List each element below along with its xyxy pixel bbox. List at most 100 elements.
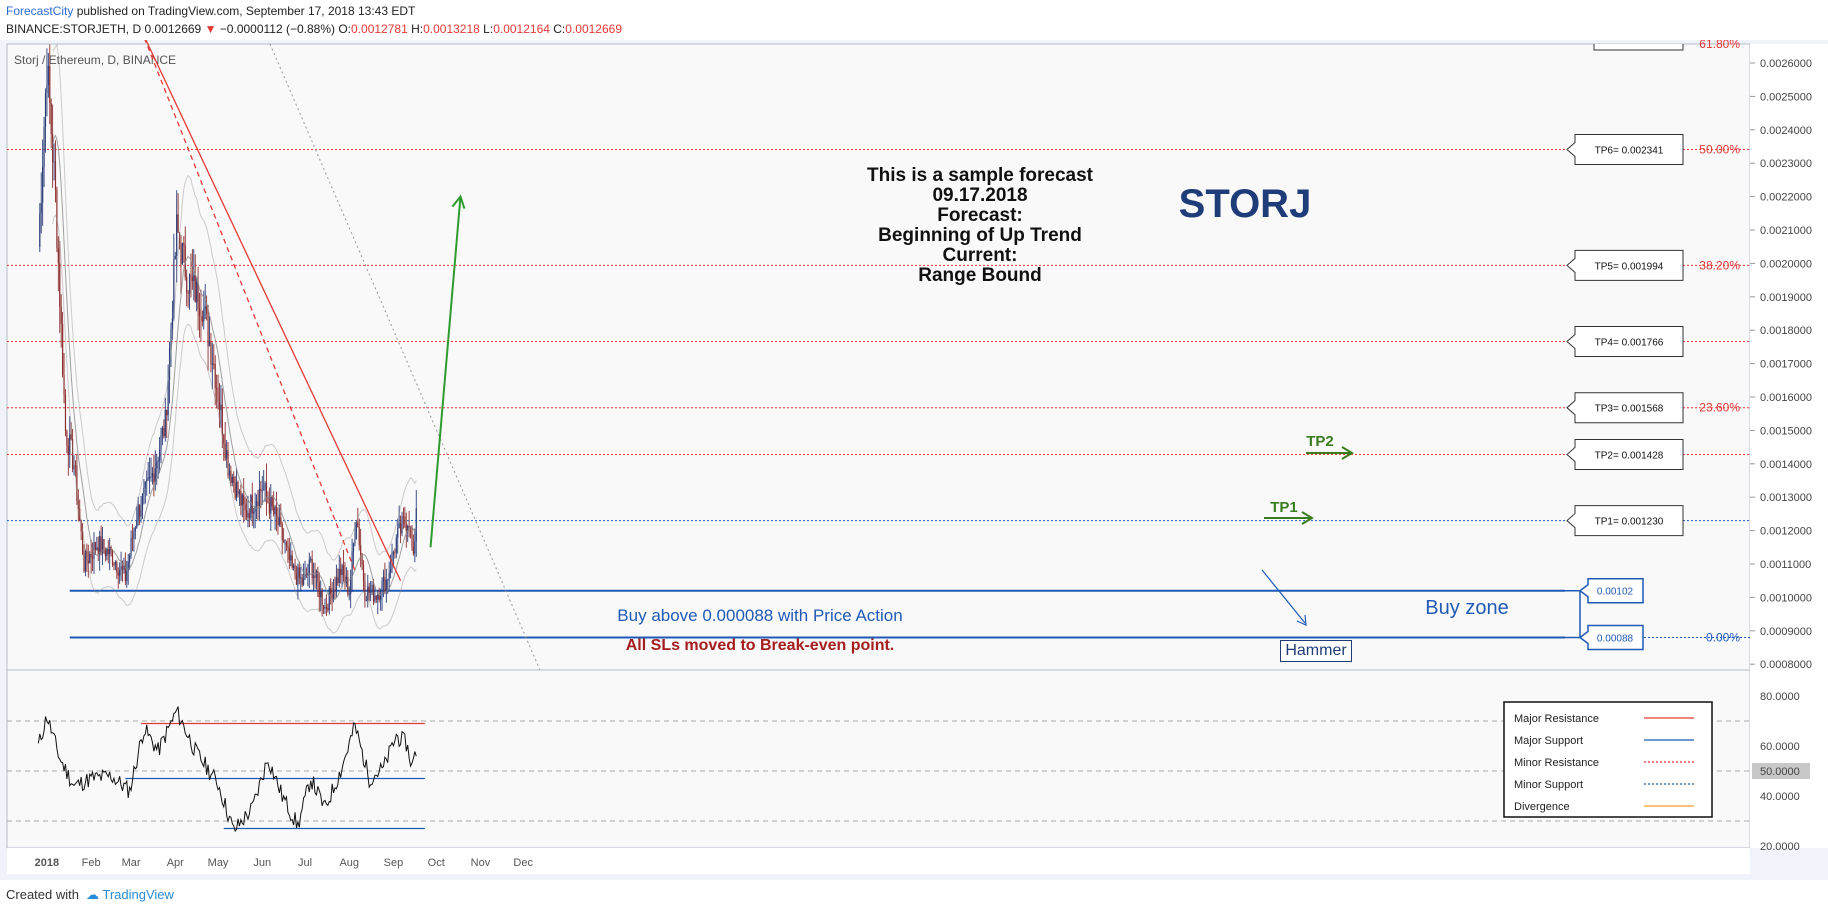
candle-body <box>389 569 392 573</box>
legend-item-label: Minor Resistance <box>1514 757 1599 769</box>
main-pane[interactable] <box>6 43 1751 671</box>
candle-body <box>362 564 365 582</box>
candle-body <box>174 255 176 260</box>
candle-body <box>216 388 218 390</box>
candle-body <box>240 490 242 506</box>
candle-body <box>213 363 215 365</box>
candle-body <box>76 465 78 501</box>
candle-body <box>320 590 322 598</box>
candle-body <box>399 523 402 534</box>
fib-level-label: 61.80% <box>1699 40 1740 51</box>
x-tick-label: Jul <box>298 857 312 869</box>
candle-body <box>188 274 191 294</box>
candle-body <box>243 494 245 505</box>
candle-body <box>69 434 71 455</box>
candle-body <box>101 539 104 553</box>
candle-body <box>280 517 282 525</box>
target-label: TP6= 0.002341 <box>1595 146 1664 157</box>
y-tick-label: 0.0015000 <box>1760 425 1812 437</box>
candle-body <box>100 536 102 553</box>
candle-body <box>324 606 326 609</box>
candle-body <box>114 562 116 565</box>
candle-body <box>408 526 410 528</box>
current-value-badge <box>1752 763 1810 779</box>
candle-body <box>360 545 362 555</box>
publisher-link[interactable]: ForecastCity <box>6 4 74 18</box>
candle-body <box>258 488 261 507</box>
buy-zone-bracket <box>1565 589 1581 639</box>
hammer-pointer-head <box>1296 614 1307 626</box>
candle-body <box>355 522 357 540</box>
tradingview-link[interactable]: ☁ TradingView <box>86 887 174 903</box>
symbol-label: BINANCE:STORJETH, D <box>6 22 142 36</box>
candle-body <box>388 572 390 580</box>
forecast-line-3: Forecast: <box>937 205 1023 226</box>
candle-body <box>372 584 375 602</box>
y-tick-label: 0.0018000 <box>1760 325 1812 337</box>
created-with-text: Created with <box>6 887 79 902</box>
candle-body <box>146 479 148 482</box>
candle-body <box>358 527 360 546</box>
buy-above-note: Buy above 0.000088 with Price Action <box>617 606 903 625</box>
price-axis[interactable] <box>1750 44 1828 848</box>
candle-body <box>99 536 101 555</box>
y-tick-label: 0.0012000 <box>1760 526 1812 538</box>
candle-body <box>63 375 65 396</box>
candle-body <box>257 501 259 507</box>
candle-body <box>153 473 155 483</box>
candle-body <box>94 542 97 550</box>
candle-body <box>377 594 379 600</box>
y-tick-label: 0.0009000 <box>1760 626 1812 638</box>
tp2-arrowhead <box>1341 446 1354 460</box>
upper-band-line <box>52 43 417 561</box>
candle-body <box>74 465 77 467</box>
fib-level-label: 50.00% <box>1699 143 1740 157</box>
candle-body <box>217 388 219 403</box>
high-value: 0.0013218 <box>423 22 480 36</box>
tradingview-label: TradingView <box>102 887 174 902</box>
oscillator-pane[interactable] <box>6 669 1751 849</box>
candle-body <box>137 504 139 521</box>
candle-body <box>375 595 377 600</box>
time-axis[interactable] <box>7 848 1750 874</box>
candle-body <box>221 404 223 435</box>
candle-body <box>290 555 292 561</box>
candle-body <box>144 481 146 488</box>
candle-body <box>228 470 231 476</box>
x-tick-label: Sep <box>384 857 404 869</box>
forecast-line-1: This is a sample forecast <box>867 165 1093 186</box>
candle-body <box>111 550 114 565</box>
candle-body <box>394 552 396 554</box>
chart-canvas[interactable]: Storj / Ethereum, D, BINANCE 61.80% 50.00… <box>0 40 1828 880</box>
candle-body <box>73 465 75 469</box>
candle-body <box>263 489 265 491</box>
candle-body <box>224 443 226 459</box>
candle-body <box>96 547 98 550</box>
candle-body <box>357 522 359 528</box>
candle-body <box>245 510 248 518</box>
price-change: −0.0000112 (−0.88%) <box>219 22 335 36</box>
x-tick-label: Oct <box>428 857 445 869</box>
x-tick-label: Mar <box>122 857 141 869</box>
candle-body <box>415 508 417 542</box>
x-tick-label: Jun <box>253 857 271 869</box>
candle-body <box>244 504 246 511</box>
candle-body <box>164 409 166 437</box>
candle-body <box>297 567 299 585</box>
candle-body <box>298 567 300 578</box>
candle-body <box>235 482 238 498</box>
candle-body <box>147 477 149 480</box>
candle-body <box>271 497 273 507</box>
candle-body <box>156 461 158 469</box>
candle-body <box>193 275 195 281</box>
candle-body <box>106 548 108 557</box>
candle-body <box>331 593 333 601</box>
candle-body <box>278 517 280 525</box>
last-price: 0.0012669 <box>144 22 202 36</box>
candle-body <box>274 507 276 514</box>
candle-body <box>167 379 169 416</box>
candle-body <box>67 445 69 455</box>
candle-body <box>342 565 345 576</box>
candle-body <box>203 309 205 322</box>
target-callout <box>1566 392 1684 424</box>
